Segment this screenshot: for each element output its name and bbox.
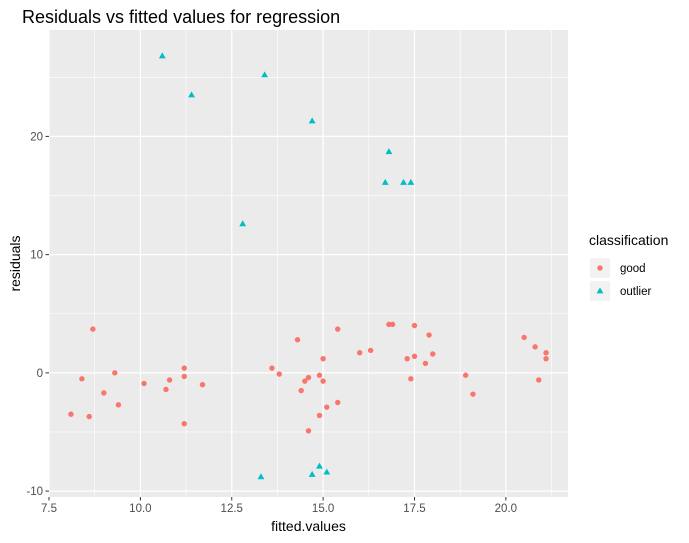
good-point — [305, 428, 312, 434]
y-tick-label: 0 — [37, 368, 43, 380]
x-axis-ticks: 7.5 10.0 12.5 15.0 17.5 20.0 — [41, 497, 517, 515]
x-tick-label: 20.0 — [495, 503, 517, 515]
legend-label-good: good — [620, 263, 646, 275]
outlier-point — [400, 178, 407, 185]
good-point — [536, 377, 542, 383]
good-point — [276, 371, 282, 377]
good-point — [166, 377, 173, 383]
chart-title: Residuals vs fitted values for regressio… — [22, 7, 340, 27]
legend-symbol-outlier — [596, 287, 604, 294]
good-point — [316, 372, 323, 378]
outlier-point — [316, 462, 323, 469]
y-tick-label: 10 — [30, 250, 43, 262]
outlier-point — [308, 117, 316, 124]
good-point — [181, 365, 187, 371]
good-point — [389, 321, 396, 328]
good-point — [320, 355, 326, 362]
good-point — [543, 355, 549, 362]
outlier-point — [257, 473, 265, 480]
good-point — [298, 387, 304, 394]
good-point — [430, 351, 436, 357]
good-point — [112, 370, 118, 376]
good-point — [404, 355, 410, 362]
good-point — [356, 350, 363, 356]
good-point — [141, 380, 147, 387]
good-point — [101, 390, 107, 396]
outlier-point — [385, 148, 393, 155]
good-point — [367, 347, 374, 354]
good-point — [181, 373, 187, 380]
good-point — [115, 402, 122, 408]
plot-panel — [49, 30, 568, 497]
x-tick-label: 10.0 — [129, 503, 151, 515]
good-point — [462, 372, 469, 378]
legend: classification good outlier — [589, 232, 668, 301]
good-point — [335, 326, 341, 332]
outlier-point — [381, 178, 389, 185]
good-point — [199, 381, 206, 388]
y-tick-label: -10 — [26, 486, 43, 498]
outlier-point — [261, 71, 269, 78]
good-point — [269, 365, 275, 371]
good-point — [316, 412, 323, 419]
outlier-point — [323, 468, 331, 475]
good-point — [181, 420, 187, 427]
good-point — [294, 337, 301, 343]
good-point — [411, 353, 418, 360]
outlier-point — [158, 52, 166, 59]
data-points — [68, 52, 549, 480]
x-tick-label: 15.0 — [312, 503, 334, 515]
good-point — [90, 326, 96, 332]
legend-label-outlier: outlier — [620, 286, 651, 298]
minor-gridlines — [49, 30, 568, 497]
good-point — [68, 411, 74, 417]
good-point — [86, 413, 92, 420]
legend-symbol-good — [597, 265, 603, 271]
good-point — [543, 350, 549, 356]
y-axis-ticks: -10 0 10 20 — [26, 131, 49, 498]
y-axis-title: residuals — [7, 235, 23, 291]
good-point — [521, 334, 527, 341]
good-point — [426, 332, 432, 338]
outlier-point — [239, 220, 247, 227]
outlier-point — [308, 470, 316, 477]
good-point — [302, 378, 308, 384]
good-point — [408, 376, 414, 382]
good-point — [532, 344, 538, 350]
good-point — [470, 391, 476, 397]
x-tick-label: 7.5 — [41, 503, 57, 515]
good-point — [422, 360, 429, 367]
x-tick-label: 12.5 — [221, 503, 243, 515]
x-axis-title: fitted.values — [271, 518, 346, 534]
good-point — [79, 376, 85, 382]
major-gridlines — [48, 30, 568, 497]
good-point — [305, 374, 312, 381]
outlier-point — [407, 178, 415, 185]
y-tick-label: 20 — [30, 131, 43, 143]
good-point — [335, 399, 341, 406]
good-point — [411, 322, 418, 329]
good-point — [163, 386, 169, 393]
outlier-point — [188, 91, 195, 98]
x-tick-label: 17.5 — [403, 503, 425, 515]
good-point — [324, 404, 330, 410]
legend-title: classification — [589, 232, 668, 248]
good-point — [320, 378, 326, 384]
